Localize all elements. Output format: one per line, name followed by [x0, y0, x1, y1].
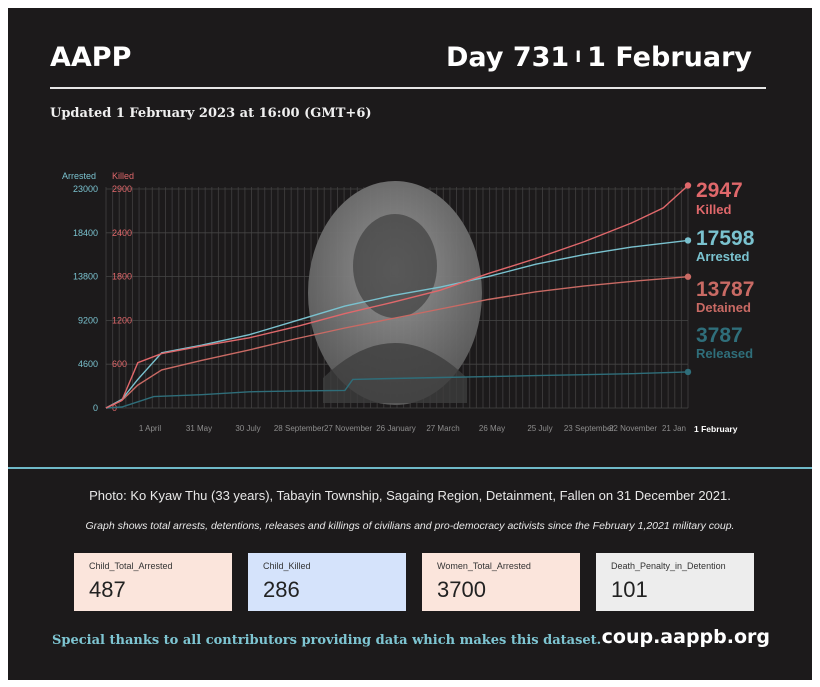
header-divider [50, 87, 766, 89]
section-divider [8, 467, 812, 469]
x-tick-label: 1 April [139, 424, 161, 433]
series-end-marker-killed [684, 182, 692, 189]
website-link[interactable]: coup.aappb.org [601, 626, 770, 648]
left-tick-label: 23000 [73, 184, 98, 194]
x-tick-label: 22 November [609, 424, 657, 433]
end-value-killed: 2947 [696, 179, 743, 202]
brand-title: AAPP [50, 42, 132, 73]
x-tick-label: 25 July [527, 424, 552, 433]
day-date: 1 February [587, 42, 752, 73]
stat-card-child-killed: Child_Killed 286 [248, 553, 406, 611]
right-axis-label: Killed [112, 171, 134, 181]
x-tick-label: 28 September [274, 424, 325, 433]
stat-value: 487 [89, 577, 126, 602]
x-tick-label: 30 July [235, 424, 260, 433]
x-tick-label: 21 Jan [662, 424, 686, 433]
x-tick-label: 27 March [426, 424, 459, 433]
stat-label: Child_Total_Arrested [89, 561, 173, 571]
stat-label: Child_Killed [263, 561, 311, 571]
stat-label: Death_Penalty_in_Detention [611, 561, 726, 571]
right-tick-label: 2900 [112, 184, 132, 194]
stat-value: 101 [611, 577, 648, 602]
x-tick-label: 23 September [564, 424, 615, 433]
stat-value: 3700 [437, 577, 486, 602]
stat-card-death-penalty: Death_Penalty_in_Detention 101 [596, 553, 754, 611]
series-end-marker-detained [684, 273, 692, 280]
stat-card-child-arrested: Child_Total_Arrested 487 [74, 553, 232, 611]
portrait-shoulders [323, 343, 467, 403]
right-tick-label: 1200 [112, 315, 132, 325]
left-tick-label: 4600 [78, 359, 98, 369]
end-label-detained: Detained [696, 300, 751, 315]
series-line-detained [105, 276, 689, 409]
end-value-detained: 13787 [696, 278, 754, 301]
x-tick-label: 26 January [376, 424, 416, 433]
left-tick-label: 18400 [73, 228, 98, 238]
right-tick-label: 2400 [112, 228, 132, 238]
end-value-arrested: 17598 [696, 227, 755, 250]
day-counter: Day 731 I 1 February [446, 42, 752, 73]
left-tick-label: 9200 [78, 315, 98, 325]
x-tick-label: 27 November [324, 424, 372, 433]
infographic-card: AAPP Day 731 I 1 February Updated 1 Februa… [8, 8, 812, 680]
photo-caption: Photo: Ko Kyaw Thu (33 years), Tabayin T… [89, 488, 731, 503]
series-line-released [105, 371, 689, 409]
stat-card-women-arrested: Women_Total_Arrested 3700 [422, 553, 580, 611]
series-end-marker-released [684, 368, 692, 376]
end-label-released: Released [696, 346, 753, 361]
left-tick-label: 0 [93, 403, 98, 413]
stat-value: 286 [263, 577, 300, 602]
line-chart: Arrested Killed 23000 18400 13800 9200 4600 0 29… [62, 171, 755, 434]
updated-timestamp: Updated 1 February 2023 at 16:00 (GMT+6) [50, 106, 372, 121]
series-line-killed [105, 184, 689, 409]
x-tick-label: 26 May [479, 424, 505, 433]
right-tick-label: 1800 [112, 272, 132, 282]
x-tick-label: 31 May [186, 424, 212, 433]
day-label: Day 731 [446, 42, 570, 73]
day-separator: I [575, 47, 582, 66]
series-end-marker-arrested [684, 237, 692, 244]
graph-note: Graph shows total arrests, detentions, r… [85, 520, 735, 532]
x-end-label: 1 February [694, 424, 738, 434]
left-axis-label: Arrested [62, 171, 96, 181]
end-value-released: 3787 [696, 324, 743, 347]
end-label-arrested: Arrested [696, 249, 750, 264]
stat-label: Women_Total_Arrested [437, 561, 531, 571]
left-tick-label: 13800 [73, 272, 98, 282]
right-tick-label: 600 [112, 359, 127, 369]
end-label-killed: Killed [696, 202, 731, 217]
thanks-note: Special thanks to all contributors provi… [52, 633, 602, 648]
series-line-arrested [105, 239, 689, 409]
